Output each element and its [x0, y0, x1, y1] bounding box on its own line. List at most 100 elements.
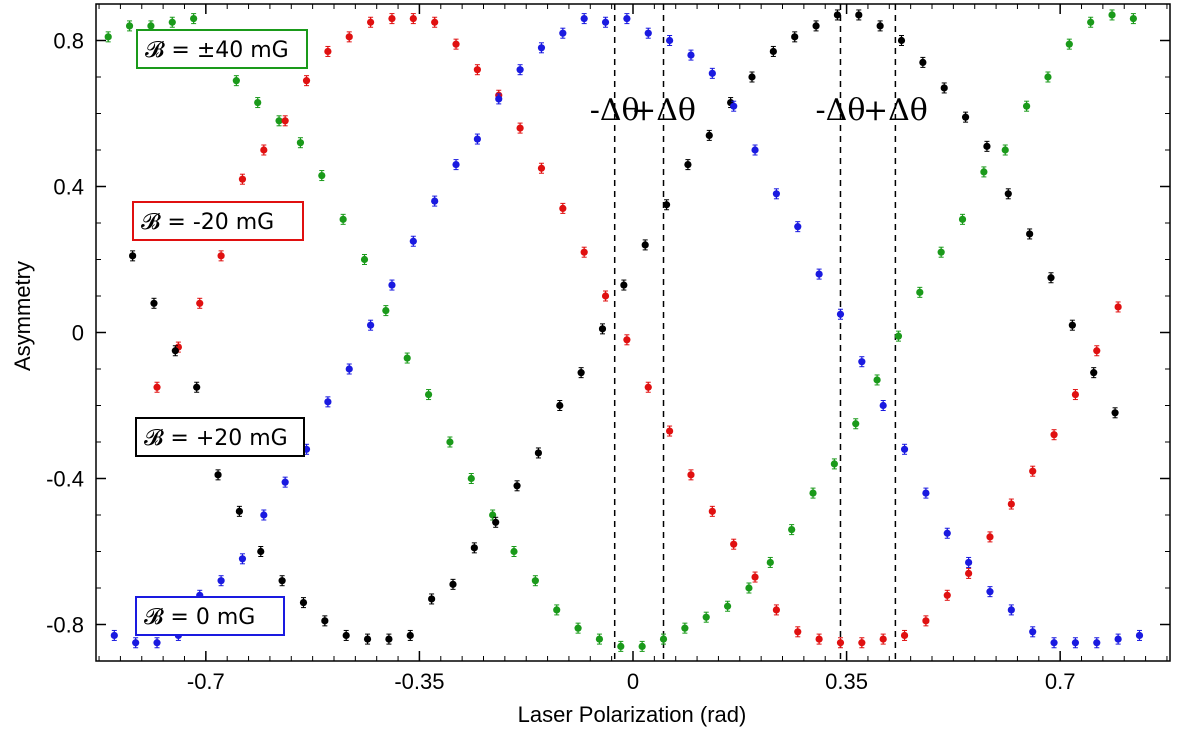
y-tick-label: 0.4 [53, 175, 84, 200]
legend-box-2: 𝓑 = +20 mG [135, 417, 305, 457]
data-point [1047, 274, 1055, 282]
axis-ticks [96, 3, 1170, 662]
data-point [751, 573, 759, 581]
data-point [510, 547, 518, 556]
data-point [638, 642, 646, 651]
data-point [943, 591, 951, 599]
data-point [1093, 347, 1101, 355]
data-point [1071, 639, 1080, 647]
data-point [168, 18, 176, 26]
data-point [257, 547, 265, 556]
data-point [281, 478, 289, 486]
data-point [900, 631, 909, 640]
data-point [1090, 369, 1098, 377]
data-point [1029, 628, 1037, 636]
data-point [342, 631, 350, 640]
data-point [1004, 190, 1012, 198]
data-point [794, 223, 802, 231]
data-point [232, 77, 240, 85]
legend-label: 𝓑 = 0 mG [144, 605, 255, 630]
data-point [495, 95, 503, 103]
data-point [836, 639, 845, 647]
y-tick-label: -0.4 [46, 467, 84, 492]
data-point [217, 252, 225, 260]
data-point [730, 102, 738, 110]
legend-frame [135, 417, 305, 457]
data-point [214, 471, 222, 479]
data-point [537, 164, 546, 172]
data-point [644, 29, 652, 37]
data-point [431, 197, 439, 205]
data-point [580, 15, 588, 23]
data-point [836, 310, 845, 318]
data-point [705, 131, 713, 139]
data-point [986, 588, 994, 596]
legend-frame [136, 29, 308, 69]
data-point [879, 635, 887, 643]
data-point [278, 577, 286, 585]
legend-box-0: 𝓑 = ±40 mG [136, 29, 308, 69]
data-point [723, 602, 732, 610]
data-point [794, 628, 802, 636]
data-point [666, 36, 674, 45]
x-tick-label: -0.35 [394, 669, 444, 694]
data-point [623, 336, 631, 344]
data-point [1114, 303, 1122, 311]
data-point [1071, 390, 1080, 399]
data-point [260, 511, 268, 519]
data-point [360, 255, 369, 264]
data-point [193, 383, 201, 391]
dashed-markers: -Δθ+Δθ -Δθ+Δθ [590, 4, 928, 661]
data-point [1111, 409, 1119, 417]
data-point [296, 139, 305, 147]
y-axis-title: Asymmetry [10, 261, 35, 371]
legend-label: 𝓑 = ±40 mG [145, 38, 289, 63]
data-point [858, 639, 866, 647]
data-point [598, 325, 607, 333]
data-point [873, 376, 881, 384]
data-point [983, 142, 991, 150]
data-point [129, 252, 137, 260]
data-point [748, 73, 756, 81]
data-point [922, 489, 930, 497]
y-tick-label: 0 [72, 321, 84, 346]
data-point [345, 365, 353, 373]
data-point [302, 77, 311, 85]
data-point [452, 161, 460, 169]
data-point [1001, 146, 1009, 154]
data-point [809, 489, 817, 497]
data-point [620, 281, 628, 289]
data-point [470, 544, 478, 552]
data-point [1029, 467, 1037, 475]
data-point [751, 146, 759, 154]
data-point [452, 40, 460, 48]
legend-label: 𝓑 = -20 mG [141, 210, 274, 235]
series-0 [104, 9, 1137, 652]
data-point [1026, 230, 1034, 238]
data-point [367, 18, 375, 26]
data-point [772, 606, 781, 614]
x-tick-label: -0.7 [187, 669, 225, 694]
data-point [516, 124, 524, 132]
data-point [473, 135, 481, 143]
data-point [473, 66, 481, 74]
data-point [559, 204, 567, 212]
data-point [513, 482, 521, 490]
data-point [1093, 639, 1101, 647]
data-point [815, 270, 823, 278]
data-point [681, 624, 689, 632]
legend: 𝓑 = ±40 mG 𝓑 = -20 mG 𝓑 = +20 mG 𝓑 = 0 mG [132, 29, 308, 636]
data-point [772, 190, 781, 198]
data-point [687, 51, 695, 59]
data-point [403, 354, 411, 362]
axis-labels: -0.7 -0.35 0 0.35 0.7 -0.8 -0.4 0 0.4 0.8 [46, 29, 1075, 695]
delta-theta-label: -Δθ [590, 93, 640, 128]
data-point [662, 201, 671, 209]
legend-frame [135, 596, 285, 636]
x-tick-label: 0.7 [1045, 669, 1076, 694]
data-point [815, 635, 823, 643]
data-point [855, 11, 863, 19]
data-point [980, 168, 988, 176]
data-point [299, 599, 308, 607]
data-point [363, 635, 372, 643]
